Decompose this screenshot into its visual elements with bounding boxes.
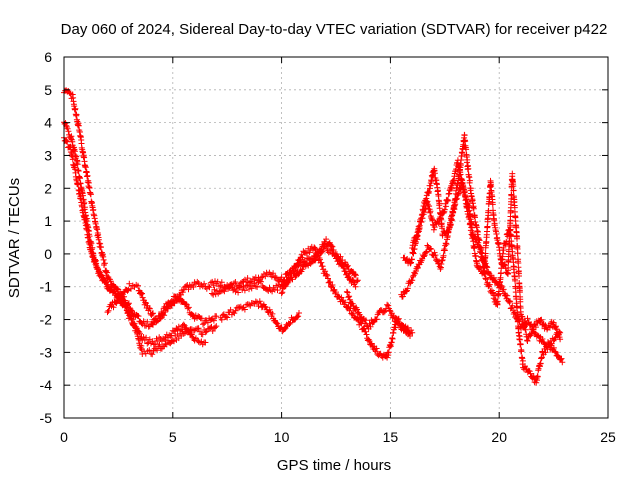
y-tick-labels: -5 -4 -3 -2 -1 0 1 2 3 4 5 6 [40,49,53,426]
y-tick-label: -2 [40,312,53,328]
y-tick-label: 6 [44,49,52,65]
x-tick-label: 5 [169,429,177,445]
y-tick-label: 1 [44,213,52,229]
series-s7 [278,243,416,361]
series-s8 [343,288,413,339]
series-s5 [217,298,302,335]
x-axis-title: GPS time / hours [277,457,391,474]
plot-frame [63,56,609,419]
y-tick-label: 5 [44,82,52,98]
y-tick-label: 0 [44,246,52,262]
y-tick-label: 4 [44,115,52,131]
x-tick-label: 15 [383,429,399,445]
grid [64,57,608,418]
chart-title: Day 060 of 2024, Sidereal Day-to-day VTE… [61,21,608,38]
y-tick-label: -4 [40,377,53,393]
x-tick-labels: 0 5 10 15 20 25 [60,429,616,445]
x-tick-label: 25 [600,429,616,445]
y-tick-label: 3 [44,147,52,163]
y-tick-label: -3 [40,344,53,360]
y-tick-label: -5 [40,410,53,426]
data-points [61,87,566,386]
x-tick-label: 0 [60,429,68,445]
y-tick-label: 2 [44,180,52,196]
x-tick-label: 10 [274,429,290,445]
axis-ticks [63,56,609,419]
series-s11 [409,157,564,344]
y-axis-title: SDTVAR / TECUs [6,178,23,298]
x-tick-label: 20 [491,429,507,445]
y-tick-label: -1 [40,279,53,295]
